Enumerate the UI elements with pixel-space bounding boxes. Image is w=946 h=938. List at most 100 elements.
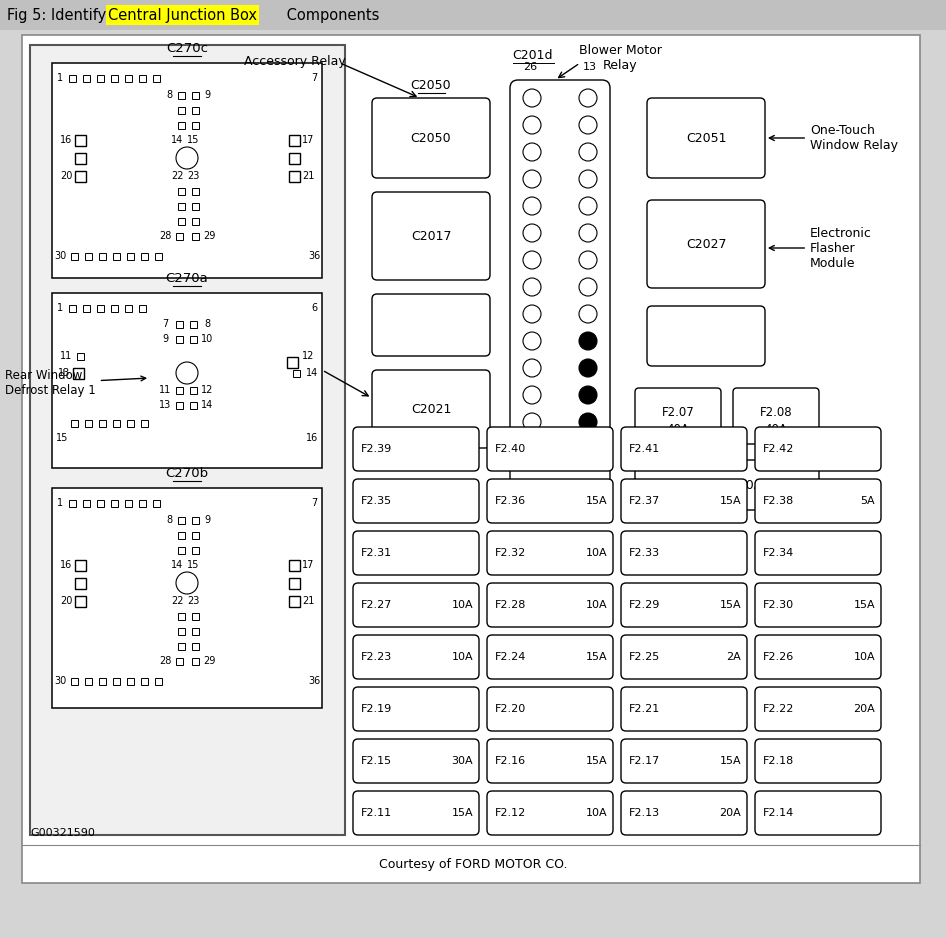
Text: F2.27: F2.27 [361, 600, 393, 610]
Text: C2050: C2050 [411, 131, 451, 144]
Text: 16: 16 [60, 135, 72, 145]
Bar [176, 386, 183, 394]
FancyBboxPatch shape [647, 98, 765, 178]
FancyBboxPatch shape [755, 791, 881, 835]
Text: Electronic
Flasher
Module: Electronic Flasher Module [769, 226, 872, 269]
Bar [75, 153, 85, 163]
Bar [191, 188, 199, 194]
Circle shape [523, 332, 541, 350]
Text: 28: 28 [159, 231, 171, 241]
Text: 14: 14 [171, 560, 184, 570]
Circle shape [579, 305, 597, 323]
Bar [178, 122, 184, 129]
FancyBboxPatch shape [621, 583, 747, 627]
Text: F2.25: F2.25 [629, 652, 660, 662]
Bar [98, 677, 106, 685]
Text: 10A: 10A [853, 652, 875, 662]
Bar [178, 532, 184, 538]
Text: 12: 12 [302, 351, 314, 361]
Text: 9: 9 [204, 90, 210, 100]
Text: F2.13: F2.13 [629, 808, 660, 818]
Bar [111, 74, 117, 82]
Text: Components: Components [282, 8, 379, 23]
Text: F2.41: F2.41 [629, 444, 660, 454]
Circle shape [579, 440, 597, 458]
Bar [71, 252, 78, 260]
Text: F2.23: F2.23 [361, 652, 393, 662]
Circle shape [523, 197, 541, 215]
Text: 15A: 15A [853, 600, 875, 610]
Text: 9: 9 [162, 334, 168, 344]
Text: C2050: C2050 [411, 79, 451, 92]
Bar [178, 547, 184, 553]
Circle shape [523, 440, 541, 458]
Text: F2.10   30A: F2.10 30A [692, 478, 762, 492]
Bar [191, 233, 199, 239]
Bar [176, 233, 183, 239]
Bar [191, 218, 199, 224]
FancyBboxPatch shape [755, 739, 881, 783]
Bar [191, 658, 199, 664]
Circle shape [523, 170, 541, 188]
Circle shape [579, 197, 597, 215]
Text: F2.14: F2.14 [763, 808, 795, 818]
Bar [138, 74, 146, 82]
FancyBboxPatch shape [353, 583, 479, 627]
Text: C201d: C201d [512, 49, 552, 62]
Circle shape [523, 143, 541, 161]
Text: 1: 1 [57, 303, 63, 313]
Bar [52, 293, 322, 468]
Text: C2021: C2021 [411, 402, 451, 416]
FancyBboxPatch shape [487, 687, 613, 731]
Text: 7: 7 [162, 319, 168, 329]
Circle shape [176, 572, 198, 594]
FancyBboxPatch shape [487, 479, 613, 523]
Bar [75, 559, 85, 570]
Text: 29: 29 [202, 656, 215, 666]
Circle shape [579, 89, 597, 107]
Text: C2051: C2051 [686, 131, 727, 144]
Text: F2.08: F2.08 [760, 405, 793, 418]
Bar [191, 107, 199, 113]
Text: 15A: 15A [719, 756, 741, 766]
Text: F2.21: F2.21 [629, 704, 660, 714]
Text: 7: 7 [311, 498, 317, 508]
Text: F2.39: F2.39 [361, 444, 393, 454]
Circle shape [523, 359, 541, 377]
Bar [289, 134, 300, 145]
Bar [96, 74, 103, 82]
Text: G00321590: G00321590 [30, 828, 95, 838]
Text: C2027: C2027 [686, 237, 727, 250]
Bar [154, 677, 162, 685]
Bar [113, 252, 119, 260]
Text: C270b: C270b [166, 467, 208, 480]
Text: F2.22: F2.22 [763, 704, 795, 714]
FancyBboxPatch shape [487, 427, 613, 471]
Bar [292, 370, 300, 376]
Text: 15A: 15A [586, 756, 607, 766]
Text: F2.19: F2.19 [361, 704, 393, 714]
Bar [68, 305, 76, 311]
Bar [82, 74, 90, 82]
Circle shape [579, 251, 597, 269]
Text: 15A: 15A [719, 496, 741, 506]
Circle shape [579, 116, 597, 134]
Circle shape [579, 332, 597, 350]
Circle shape [523, 116, 541, 134]
Text: F2.28: F2.28 [495, 600, 526, 610]
Text: 36: 36 [307, 251, 320, 261]
Text: 20: 20 [60, 171, 72, 181]
Text: Accessory Relay: Accessory Relay [244, 54, 346, 68]
Bar [289, 578, 300, 588]
Circle shape [523, 305, 541, 323]
FancyBboxPatch shape [621, 479, 747, 523]
Bar [191, 643, 199, 649]
Bar [96, 500, 103, 507]
Bar [75, 134, 85, 145]
Text: F2.40: F2.40 [495, 444, 526, 454]
FancyBboxPatch shape [755, 427, 881, 471]
Bar [191, 547, 199, 553]
Bar [189, 336, 197, 342]
Bar [30, 45, 345, 835]
FancyBboxPatch shape [353, 479, 479, 523]
